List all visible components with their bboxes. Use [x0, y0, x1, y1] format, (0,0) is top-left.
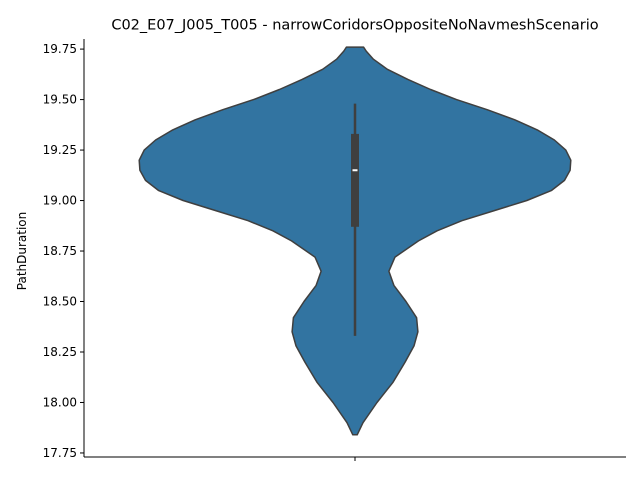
- y-tick-label: 18.75: [43, 244, 77, 258]
- y-tick-label: 19.50: [43, 93, 77, 107]
- y-tick-label: 18.50: [43, 295, 77, 309]
- y-tick-label: 18.25: [43, 345, 77, 359]
- y-tick-label: 18.00: [43, 395, 77, 409]
- y-tick-label: 17.75: [43, 446, 77, 460]
- y-tick-label: 19.00: [43, 194, 77, 208]
- y-tick-label: 19.75: [43, 42, 77, 56]
- y-axis-label: PathDuration: [15, 212, 29, 290]
- axes: 17.75 18.00 18.25 18.50 18.75 19.00 19.25 19.50…: [43, 39, 626, 461]
- chart-title: C02_E07_J005_T005 - narrowCoridorsOpposi…: [111, 18, 598, 34]
- box-iqr: [351, 133, 359, 227]
- y-ticks: 17.75 18.00 18.25 18.50 18.75 19.00 19.25 19.50…: [43, 42, 84, 460]
- plot-area: [138, 46, 572, 436]
- y-tick-label: 19.25: [43, 143, 77, 157]
